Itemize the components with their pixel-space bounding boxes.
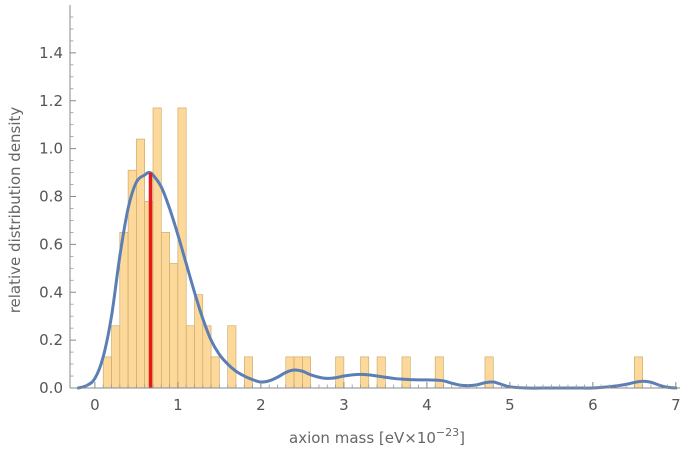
histogram-bar xyxy=(152,107,162,389)
histogram-bar xyxy=(102,356,112,389)
axes xyxy=(69,5,680,389)
x-tick-label: 7 xyxy=(671,396,681,414)
x-axis-label: axion mass [eV×10−23] xyxy=(289,426,465,447)
x-tick-label: 3 xyxy=(339,396,349,414)
histogram-bar xyxy=(243,356,253,389)
histogram-bar xyxy=(160,232,170,389)
y-tick-label: 0.8 xyxy=(39,188,63,206)
x-tick-label: 2 xyxy=(256,396,266,414)
histogram-bar xyxy=(360,356,370,389)
histogram-bar xyxy=(185,325,195,389)
y-tick-label: 1.0 xyxy=(39,140,63,158)
y-tick-label: 0.2 xyxy=(39,331,63,349)
x-tick-label: 6 xyxy=(588,396,598,414)
histogram-bar xyxy=(169,263,179,389)
x-tick-label: 0 xyxy=(90,396,100,414)
histogram-bar xyxy=(376,356,386,389)
y-axis-label: relative distribution density xyxy=(6,107,24,314)
y-tick-label: 0.4 xyxy=(39,283,63,301)
histogram-bar xyxy=(401,356,411,389)
x-tick-label: 4 xyxy=(422,396,432,414)
histogram-bars xyxy=(102,107,643,389)
y-tick-label: 0.0 xyxy=(39,379,63,397)
x-axis-label-text: axion mass [eV×10 xyxy=(289,429,436,447)
histogram-bar xyxy=(227,325,237,389)
tick-labels: 0.0 0.2 0.4 0.6 0.8 1.0 1.2 1.4 0 1 2 3 4 5 6 7 xyxy=(39,44,680,414)
y-tick-label: 1.2 xyxy=(39,92,63,110)
histogram-bar xyxy=(111,325,121,389)
x-tick-label: 1 xyxy=(173,396,183,414)
y-tick-label: 0.6 xyxy=(39,235,63,253)
y-tick-label: 1.4 xyxy=(39,44,63,62)
histogram-bar xyxy=(335,356,345,389)
histogram-bar xyxy=(210,356,220,389)
x-tick-label: 5 xyxy=(505,396,515,414)
x-axis-label-exponent: −23 xyxy=(436,426,459,439)
x-axis-label-close: ] xyxy=(459,429,465,447)
histogram-bar xyxy=(434,356,444,389)
